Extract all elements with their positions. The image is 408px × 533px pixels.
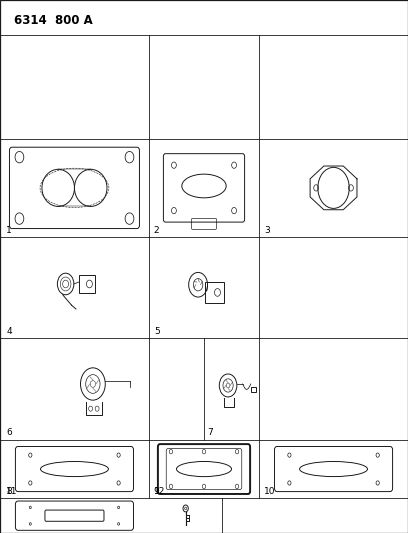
Bar — [205, 282, 224, 303]
Text: 5: 5 — [154, 327, 160, 336]
Bar — [79, 276, 95, 293]
Text: 7: 7 — [207, 428, 213, 437]
Text: 4: 4 — [6, 327, 12, 336]
Text: 6314  800 A: 6314 800 A — [14, 14, 93, 27]
Text: 2: 2 — [154, 225, 160, 235]
Text: 9: 9 — [154, 487, 160, 496]
Text: 6: 6 — [6, 428, 12, 437]
Text: 12: 12 — [154, 487, 165, 496]
Text: 11: 11 — [6, 487, 18, 496]
Bar — [251, 387, 256, 392]
Text: 3: 3 — [264, 225, 270, 235]
Text: 1: 1 — [6, 225, 12, 235]
Text: 10: 10 — [264, 487, 275, 496]
Text: 8: 8 — [6, 487, 12, 496]
